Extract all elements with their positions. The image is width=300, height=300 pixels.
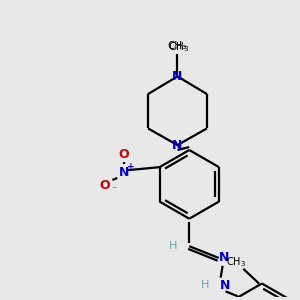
- Text: +: +: [127, 162, 135, 171]
- Text: N: N: [172, 139, 183, 152]
- Text: H: H: [201, 280, 209, 290]
- Text: N: N: [119, 166, 129, 178]
- Text: N: N: [219, 279, 230, 292]
- Text: CH$_3$: CH$_3$: [226, 255, 246, 269]
- Text: O: O: [99, 179, 110, 192]
- Text: CH$_3$: CH$_3$: [168, 40, 189, 54]
- Text: CH₃: CH₃: [168, 41, 187, 51]
- Text: N: N: [172, 70, 183, 83]
- Text: N: N: [218, 251, 229, 265]
- Text: H: H: [169, 241, 178, 251]
- Text: O: O: [119, 148, 130, 161]
- Text: ⁻: ⁻: [112, 186, 117, 196]
